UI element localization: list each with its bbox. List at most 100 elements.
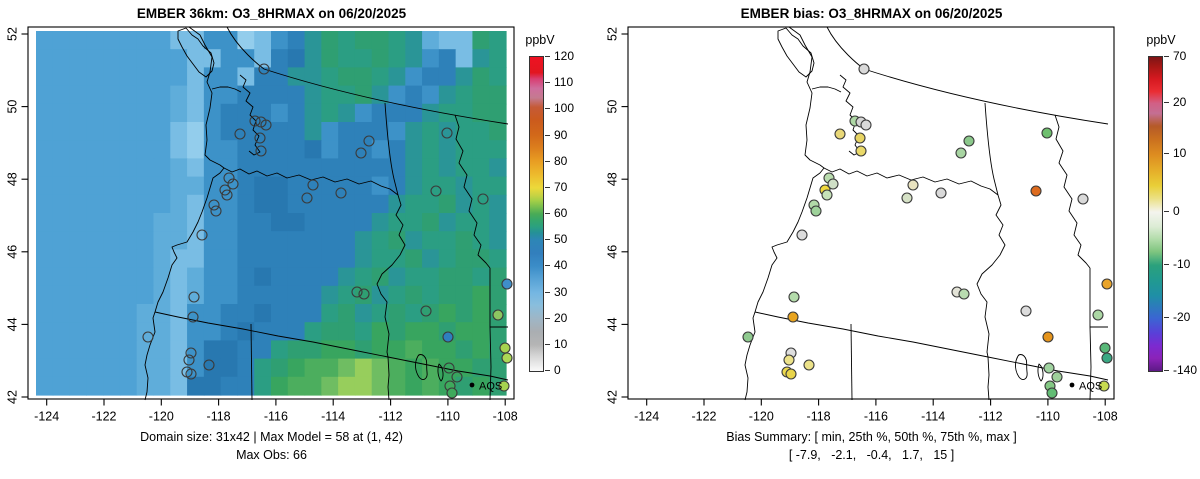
y-tick-label: 52 bbox=[606, 27, 620, 41]
map-path-canada-border bbox=[263, 68, 509, 125]
colorbar-tick-label: 0 bbox=[1173, 204, 1180, 218]
map-path-sound-islands bbox=[239, 74, 261, 156]
colorbar-tick-label: 20 bbox=[554, 311, 568, 325]
colorbar-tick-label: 120 bbox=[554, 49, 575, 63]
station-markers bbox=[742, 63, 1113, 399]
x-tick-label: -120 bbox=[149, 410, 174, 424]
y-tick-label: 46 bbox=[606, 245, 620, 259]
colorbar-tick-mark bbox=[545, 265, 550, 266]
station-dot bbox=[907, 179, 919, 191]
station-dot bbox=[796, 229, 808, 241]
station-dot bbox=[1077, 193, 1089, 205]
left-panel-title: EMBER 36km: O3_8HRMAX on 06/20/2025 bbox=[136, 6, 407, 21]
map-path-id-mt-border bbox=[1054, 114, 1091, 269]
station-dot bbox=[185, 368, 197, 380]
station-dot bbox=[854, 132, 866, 144]
station-dot bbox=[860, 119, 872, 131]
x-tick-label: -110 bbox=[1036, 410, 1060, 424]
station-dot bbox=[351, 286, 363, 298]
map-path-mainland-coast bbox=[826, 26, 865, 70]
map-path-great-salt-lake bbox=[415, 354, 428, 380]
plot-box bbox=[627, 26, 1115, 400]
map-path-wa-id-border bbox=[984, 102, 999, 196]
x-tick-label: -118 bbox=[207, 410, 231, 424]
right-colorbar-units-label: ppbV bbox=[1146, 33, 1176, 47]
station-dot bbox=[301, 192, 313, 204]
colorbar-tick-mark bbox=[545, 318, 550, 319]
plot-area: AQS -124 -122 -120 -118 -116 -114 -112 -110 -108 5… bbox=[6, 26, 518, 424]
x-tick-label: -116 bbox=[864, 410, 888, 424]
map-path-id-mt-border bbox=[454, 114, 491, 269]
station-dot bbox=[1042, 331, 1054, 343]
station-dot bbox=[183, 354, 195, 366]
colorbar-tick-label: -140 bbox=[1173, 363, 1198, 377]
colorbar-tick-label: 30 bbox=[554, 285, 568, 299]
station-dot bbox=[498, 380, 510, 392]
left-colorbar-units-label: ppbV bbox=[525, 33, 555, 47]
station-dot bbox=[785, 368, 797, 380]
colorbar-tick-mark bbox=[545, 213, 550, 214]
model-colorbar: 120 110 100 90 80 70 60 50 40 30 20 10 0 bbox=[529, 49, 599, 377]
station-dot bbox=[187, 311, 199, 323]
station-dot bbox=[1043, 362, 1055, 374]
plot-box bbox=[27, 26, 515, 400]
colorbar-tick-label: 80 bbox=[554, 154, 568, 168]
aqs-legend-dot bbox=[1069, 382, 1075, 388]
station-dot bbox=[442, 331, 454, 343]
station-dot bbox=[492, 309, 504, 321]
map-path-wy-border-vertical bbox=[489, 268, 492, 401]
colorbar-tick-label: 90 bbox=[554, 128, 568, 142]
station-dot bbox=[1041, 127, 1053, 139]
colorbar-tick-mark bbox=[545, 108, 550, 109]
station-dot bbox=[1046, 387, 1058, 399]
map-path-42n-border bbox=[754, 311, 1109, 381]
y-tick-label: 48 bbox=[6, 172, 20, 186]
station-dot bbox=[827, 178, 839, 190]
colorbar-tick-mark bbox=[545, 187, 550, 188]
aqs-legend-label: AQS bbox=[1079, 381, 1102, 393]
x-tick-label: -124 bbox=[34, 410, 59, 424]
station-dot bbox=[188, 291, 200, 303]
station-dot bbox=[1101, 278, 1113, 290]
y-tick-label: 50 bbox=[6, 100, 20, 114]
station-dot bbox=[335, 187, 347, 199]
map-path-vancouver-island bbox=[777, 27, 815, 78]
x-tick-label: -124 bbox=[634, 410, 659, 424]
map-path-vancouver-island bbox=[177, 27, 215, 78]
station-dot bbox=[787, 311, 799, 323]
station-dot bbox=[742, 331, 754, 343]
map-path-bear-lake bbox=[1037, 363, 1044, 382]
station-dot bbox=[307, 179, 319, 191]
station-dot bbox=[803, 359, 815, 371]
station-dot bbox=[446, 387, 458, 399]
map-path-snake-or-id-border bbox=[976, 194, 1006, 401]
map-path-42n-border bbox=[154, 311, 509, 381]
map-path-wa-id-border bbox=[384, 102, 399, 196]
station-dot bbox=[499, 342, 511, 354]
model-raster-grid bbox=[36, 31, 507, 396]
y-tick-label: 48 bbox=[606, 172, 620, 186]
station-dot bbox=[477, 193, 489, 205]
station-dot bbox=[420, 305, 432, 317]
station-dot bbox=[901, 192, 913, 204]
station-dot bbox=[255, 145, 267, 157]
x-tick-label: -108 bbox=[1093, 410, 1118, 424]
station-dot bbox=[142, 331, 154, 343]
station-dot bbox=[1020, 305, 1032, 317]
colorbar-tick-label: 0 bbox=[554, 363, 561, 377]
map-path-ca-nv-border bbox=[850, 323, 853, 401]
map-path-coastline bbox=[744, 26, 825, 401]
x-tick-label: -108 bbox=[493, 410, 518, 424]
x-tick-label: -120 bbox=[749, 410, 774, 424]
left-caption-line2: Max Obs: 66 bbox=[236, 448, 307, 462]
bias-colorbar: 70 20 10 0 -10 -20 -140 bbox=[1148, 49, 1200, 377]
colorbar-tick-label: 10 bbox=[554, 337, 568, 351]
station-dot bbox=[783, 354, 795, 366]
station-dot bbox=[935, 187, 947, 199]
colorbar-tick-mark bbox=[545, 344, 550, 345]
map-path-wy-border-vertical bbox=[1089, 268, 1092, 401]
colorbar-tick-mark bbox=[545, 370, 550, 371]
x-tick-label: -114 bbox=[921, 410, 945, 424]
x-tick-label: -112 bbox=[379, 410, 403, 424]
